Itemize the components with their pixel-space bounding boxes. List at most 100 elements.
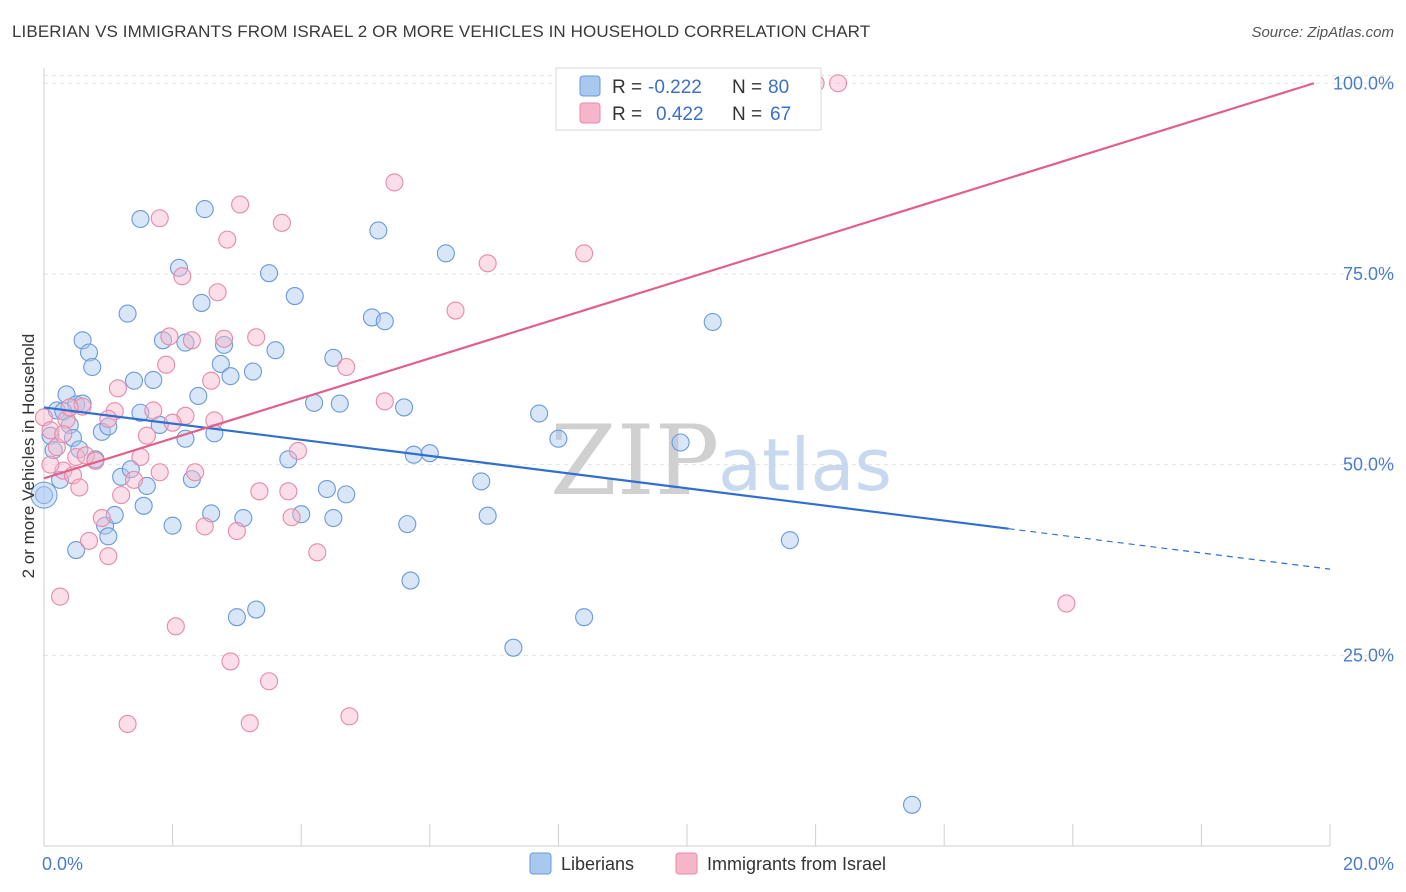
point-liberians [575, 608, 594, 627]
point-israel [195, 517, 214, 536]
point-liberians [369, 221, 388, 240]
point-liberians [63, 428, 82, 447]
point-israel [250, 482, 269, 501]
point-israel [112, 486, 131, 505]
y-tick-labels: 25.0% 50.0% 75.0% 100.0% [1333, 73, 1394, 665]
point-israel [173, 267, 192, 286]
point-israel [208, 283, 227, 302]
point-liberians [375, 312, 394, 331]
point-israel [108, 379, 127, 398]
point-liberians [34, 486, 54, 505]
point-liberians [395, 398, 414, 417]
point-israel [41, 455, 60, 474]
point-israel [218, 230, 237, 249]
point-liberians [472, 472, 491, 491]
legend-r-label-2: R = [612, 104, 642, 125]
point-liberians [99, 527, 118, 546]
point-israel [60, 398, 79, 417]
point-liberians [243, 362, 263, 381]
point-israel [478, 254, 497, 273]
point-israel [202, 371, 221, 390]
bottom-legend-swatch-liberians [529, 852, 552, 875]
point-israel [240, 714, 259, 733]
point-israel [92, 508, 111, 528]
point-israel [446, 301, 465, 320]
bottom-legend-label-liberians: Liberians [561, 854, 634, 874]
point-israel [76, 446, 95, 465]
point-liberians [44, 441, 63, 460]
legend-n-label-1: N = [732, 77, 762, 98]
point-israel [70, 478, 89, 497]
point-israel [340, 707, 359, 726]
legend-n-value-1: 80 [768, 77, 789, 98]
point-israel [166, 617, 185, 636]
point-liberians [317, 479, 336, 499]
y-axis-label: 2 or more Vehicles in Household [19, 334, 38, 579]
y-tick-label: 75.0% [1343, 264, 1394, 284]
legend-r-label-1: R = [612, 77, 642, 98]
point-israel [54, 425, 73, 444]
point-israel [227, 521, 246, 541]
point-liberians [504, 638, 523, 657]
point-liberians [214, 335, 234, 354]
point-israel [157, 355, 176, 374]
point-israel [51, 587, 70, 606]
point-israel [337, 357, 356, 377]
point-liberians [192, 293, 211, 312]
point-liberians [79, 343, 99, 362]
x-axis-ticks [172, 824, 1331, 846]
point-liberians [211, 354, 230, 373]
x-tick-label-min: 0.0% [42, 854, 83, 874]
point-israel [214, 329, 234, 348]
point-israel [288, 441, 308, 460]
point-liberians [221, 367, 240, 386]
point-liberians [398, 515, 417, 534]
point-liberians [703, 312, 722, 332]
point-liberians [176, 429, 195, 448]
point-israel [137, 426, 156, 445]
point-liberians [324, 508, 343, 528]
point-liberians [163, 516, 182, 535]
point-liberians [124, 371, 144, 390]
legend-r-value-1: -0.222 [648, 77, 702, 98]
point-israel [375, 392, 394, 411]
point-liberians [530, 404, 549, 423]
point-liberians [118, 304, 137, 323]
point-israel [118, 714, 137, 734]
point-israel [308, 543, 327, 562]
point-liberians [30, 481, 58, 509]
point-israel [79, 531, 99, 550]
point-liberians [292, 505, 311, 524]
point-israel [259, 672, 279, 691]
point-liberians [330, 394, 349, 413]
point-liberians [195, 200, 214, 219]
point-liberians [259, 264, 279, 283]
point-liberians [285, 287, 304, 306]
bottom-legend-swatch-israel [675, 852, 698, 875]
watermark-zip: ZIP [550, 405, 719, 517]
point-israel [160, 327, 179, 346]
legend-swatch-israel [579, 102, 601, 124]
legend-n-value-2: 67 [770, 104, 791, 125]
point-liberians [324, 348, 343, 367]
point-liberians [401, 571, 420, 590]
point-liberians [83, 357, 102, 377]
point-liberians [902, 795, 922, 814]
chart-title: LIBERIAN VS IMMIGRANTS FROM ISRAEL 2 OR … [12, 22, 871, 41]
point-liberians [189, 386, 208, 406]
point-liberians [247, 600, 266, 619]
point-israel [247, 328, 266, 347]
point-liberians [131, 209, 150, 229]
stats-legend: R = -0.222 N = 80 R = 0.422 N = 67 [555, 67, 822, 131]
point-israel [99, 409, 118, 428]
point-israel [144, 401, 163, 420]
legend-swatch-liberians [579, 75, 601, 97]
trend-line-israel [43, 82, 1315, 480]
legend-r-value-2: 0.422 [656, 104, 704, 125]
point-israel [67, 447, 86, 467]
point-liberians [436, 244, 455, 263]
bottom-legend-label-israel: Immigrants from Israel [707, 854, 886, 874]
point-israel [186, 463, 205, 482]
point-liberians [121, 460, 140, 479]
